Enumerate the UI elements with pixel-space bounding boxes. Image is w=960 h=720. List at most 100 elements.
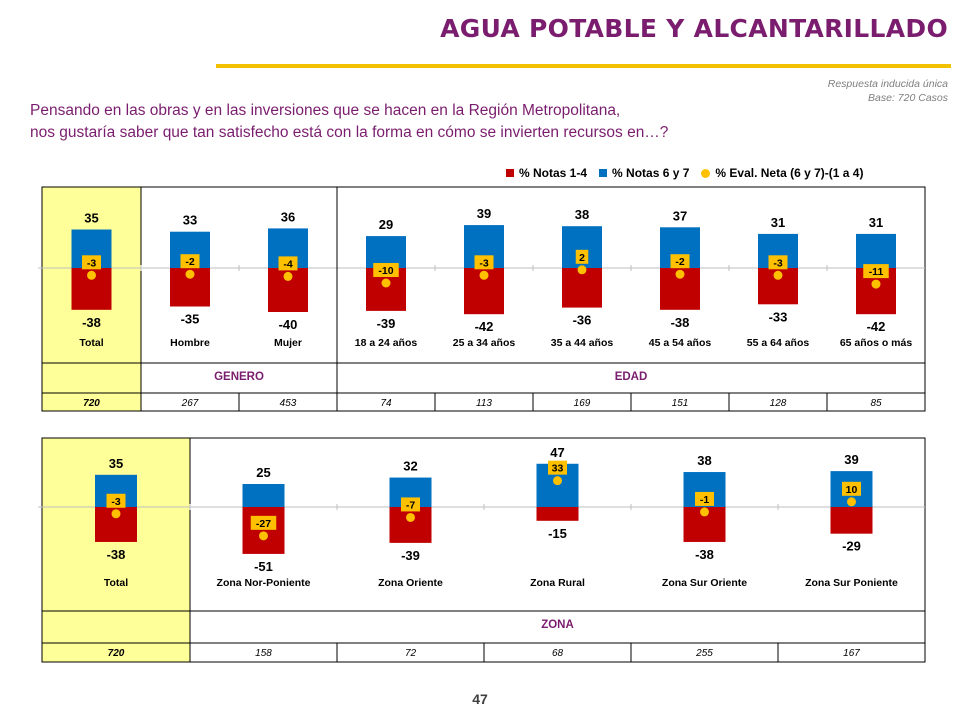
- base-count: 169: [574, 398, 591, 409]
- legend-swatch-red: [506, 169, 514, 177]
- bar-notas-6-7: [366, 236, 406, 268]
- group-label-genero: GENERO: [214, 371, 264, 383]
- net-eval-dot: [847, 497, 856, 507]
- page-number: 47: [472, 691, 488, 707]
- data-label-negative: -38: [671, 315, 690, 330]
- net-eval-label: -1: [700, 494, 709, 506]
- net-eval-label: 2: [579, 252, 585, 264]
- base-count: 720: [83, 398, 100, 409]
- sample-note: Respuesta inducida única Base: 720 Casos: [828, 77, 948, 105]
- category-label-zona-sur-oriente: Zona Sur Oriente: [662, 577, 747, 589]
- net-eval-label-box: [373, 263, 399, 277]
- data-label-positive: 35: [84, 211, 98, 226]
- category-label-zona-rural: Zona Rural: [530, 577, 585, 589]
- net-eval-label: -27: [256, 518, 271, 530]
- data-label-positive: 36: [281, 209, 295, 224]
- category-label-zona-sur-poniente: Zona Sur Poniente: [805, 577, 898, 589]
- data-label-negative: -40: [279, 317, 298, 332]
- base-count: 255: [695, 648, 713, 659]
- legend-label-eval-neta: % Eval. Neta (6 y 7)-(1 a 4): [715, 166, 864, 180]
- net-eval-label: -2: [185, 256, 194, 268]
- page-title: AGUA POTABLE Y ALCANTARILLADO: [440, 14, 948, 43]
- category-label-35-a-44-anos: 35 a 44 años: [551, 337, 614, 349]
- category-label-hombre: Hombre: [170, 337, 210, 349]
- base-count: 267: [181, 398, 199, 409]
- data-label-positive: 31: [869, 215, 883, 230]
- data-label-negative: -15: [548, 526, 567, 541]
- net-eval-label: -3: [773, 257, 782, 269]
- legend-label-notas-6-7: % Notas 6 y 7: [612, 166, 690, 180]
- base-count: 158: [255, 648, 272, 659]
- net-eval-label: -10: [378, 265, 393, 277]
- net-eval-label: -3: [479, 257, 488, 269]
- data-label-negative: -51: [254, 559, 273, 574]
- base-count: 74: [380, 398, 392, 409]
- category-label-mujer: Mujer: [274, 337, 302, 349]
- net-eval-label: -11: [869, 266, 884, 278]
- group-label-edad: EDAD: [615, 371, 648, 383]
- net-eval-dot: [479, 270, 489, 280]
- category-label-18-a-24-anos: 18 a 24 años: [355, 337, 418, 349]
- bar-notas-1-4: [536, 507, 579, 521]
- net-eval-dot: [577, 265, 587, 275]
- net-eval-dot: [381, 278, 391, 288]
- net-eval-label-box: [106, 493, 126, 508]
- base-count: 151: [672, 398, 689, 409]
- net-eval-dot: [259, 531, 268, 541]
- base-count: 720: [108, 648, 125, 659]
- data-label-negative: -35: [181, 312, 200, 327]
- group-label-zona: ZONA: [541, 619, 574, 631]
- net-eval-label: -4: [283, 258, 292, 270]
- net-eval-dot: [773, 270, 783, 280]
- bar-notas-1-4: [389, 507, 432, 543]
- bar-notas-1-4: [562, 268, 602, 308]
- base-count: 68: [552, 648, 564, 659]
- data-label-negative: -38: [107, 547, 126, 562]
- net-eval-dot: [87, 270, 96, 280]
- net-eval-dot: [700, 507, 709, 517]
- category-label-zona-nor-poniente: Zona Nor-Poniente: [217, 577, 311, 589]
- base-count: 72: [405, 648, 417, 659]
- data-label-positive: 38: [575, 207, 589, 222]
- net-eval-dot: [185, 269, 195, 279]
- bar-notas-6-7: [242, 484, 285, 507]
- net-eval-label-box: [474, 255, 494, 270]
- net-eval-dot: [111, 509, 121, 519]
- category-label-55-a-64-anos: 55 a 64 años: [747, 337, 810, 349]
- net-eval-label: -7: [406, 499, 415, 511]
- base-count: 453: [280, 398, 297, 409]
- category-label-65-anos-o-mas: 65 años o más: [840, 337, 913, 349]
- title-underline: [216, 64, 951, 68]
- data-label-negative: -36: [573, 313, 592, 328]
- data-label-negative: -39: [377, 316, 396, 331]
- chart-legend: % Notas 1-4 % Notas 6 y 7 % Eval. Neta (…: [506, 166, 869, 180]
- net-eval-label: -3: [111, 496, 120, 508]
- legend-label-notas-1-4: % Notas 1-4: [519, 166, 588, 180]
- legend-item-eval-neta: % Eval. Neta (6 y 7)-(1 a 4): [701, 166, 863, 180]
- data-label-positive: 32: [403, 459, 417, 474]
- data-label-positive: 37: [673, 208, 687, 223]
- data-label-positive: 39: [477, 206, 491, 221]
- data-label-positive: 31: [771, 215, 785, 230]
- bar-notas-6-7: [856, 233, 896, 268]
- base-count: 128: [770, 398, 787, 409]
- bar-notas-1-4: [830, 507, 873, 534]
- chart-frame: [41, 186, 926, 412]
- category-label-25-a-34-anos: 25 a 34 años: [453, 337, 516, 349]
- net-eval-label-box: [670, 254, 690, 269]
- data-label-negative: -42: [475, 319, 494, 334]
- category-label-total: Total: [79, 337, 103, 349]
- net-eval-label-box: [278, 256, 298, 271]
- net-eval-label: 10: [846, 484, 858, 496]
- question-line-2: nos gustaría saber que tan satisfecho es…: [30, 124, 669, 141]
- legend-swatch-dot: [701, 168, 711, 178]
- category-label-45-a-54-anos: 45 a 54 años: [649, 337, 712, 349]
- data-label-positive: 35: [109, 456, 123, 471]
- base-count: 85: [870, 398, 882, 409]
- category-label-zona-oriente: Zona Oriente: [378, 577, 443, 589]
- legend-item-notas-6-7: % Notas 6 y 7: [599, 166, 689, 180]
- data-label-positive: 47: [550, 445, 564, 460]
- data-label-positive: 29: [379, 217, 393, 232]
